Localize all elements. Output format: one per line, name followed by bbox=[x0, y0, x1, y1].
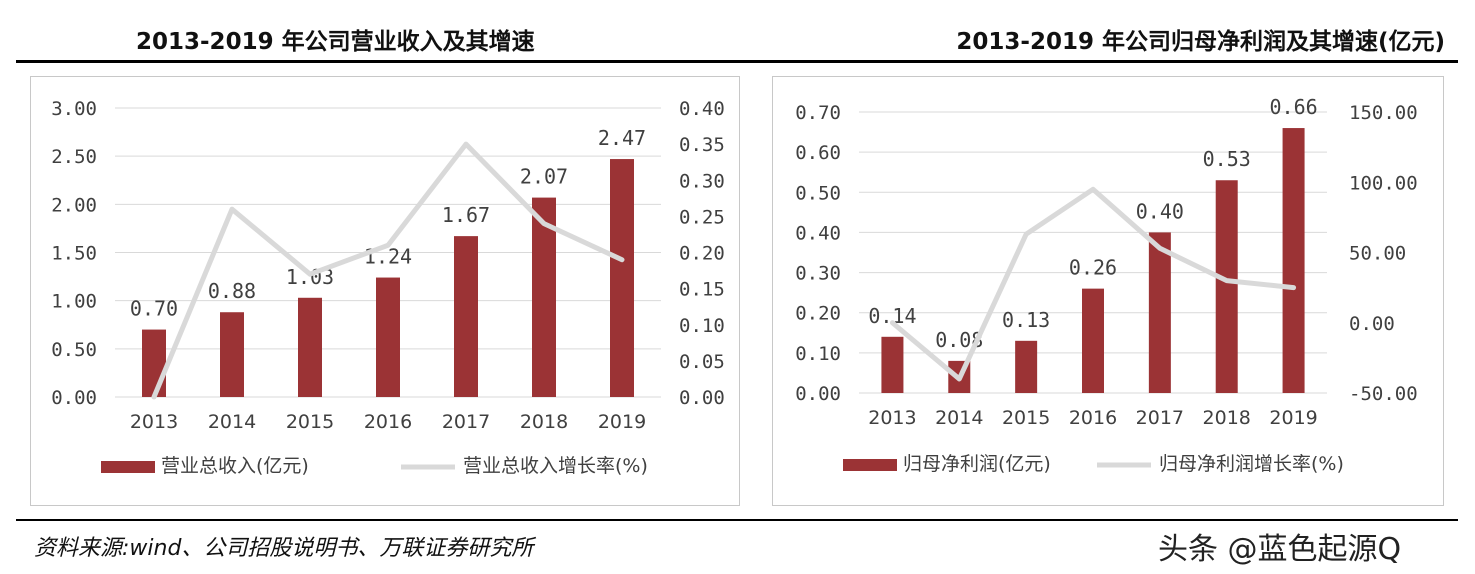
left-axis-tick: 0.20 bbox=[795, 303, 841, 325]
top-rule bbox=[16, 60, 1458, 63]
left-axis-tick: 0.00 bbox=[51, 387, 97, 409]
profit-bar bbox=[1282, 128, 1305, 394]
legend-line-label: 归母净利润增长率(%) bbox=[1159, 453, 1344, 475]
left-chart-title: 2013-2019 年公司营业收入及其增速 bbox=[136, 29, 535, 55]
legend-bar-swatch bbox=[843, 459, 897, 471]
category-label: 2016 bbox=[1069, 407, 1117, 429]
profit-bar-label: 0.26 bbox=[1069, 256, 1117, 280]
revenue-bar bbox=[142, 329, 166, 397]
left-axis-tick: 0.60 bbox=[795, 142, 841, 164]
revenue-bar-label: 0.88 bbox=[208, 279, 256, 303]
category-label: 2013 bbox=[130, 411, 178, 433]
profit-bar bbox=[1215, 180, 1238, 393]
revenue-bar-label: 2.47 bbox=[598, 126, 646, 150]
right-axis-tick: 0.20 bbox=[679, 243, 725, 265]
profit-bar-label: 0.53 bbox=[1203, 147, 1251, 171]
category-label: 2017 bbox=[1136, 407, 1184, 429]
revenue-bar-label: 2.07 bbox=[520, 165, 568, 189]
right-axis-tick: 50.00 bbox=[1349, 243, 1406, 265]
right-axis-tick: 0.00 bbox=[1349, 313, 1395, 335]
net-profit-chart: 0.00 0.10 0.20 0.30 0.40 0.50 0.60 0.70 -50.00 0.… bbox=[795, 95, 1418, 475]
right-axis-tick: 0.35 bbox=[679, 134, 725, 156]
profit-bar bbox=[1148, 232, 1171, 393]
left-axis-tick: 2.00 bbox=[51, 194, 97, 216]
net-profit-chart-panel: 0.00 0.10 0.20 0.30 0.40 0.50 0.60 0.70 -50.00 0.… bbox=[772, 76, 1444, 506]
right-axis-tick: 0.30 bbox=[679, 170, 725, 192]
revenue-bar-label: 0.70 bbox=[130, 297, 178, 321]
left-axis-tick: 3.00 bbox=[51, 98, 97, 120]
legend-bar-swatch bbox=[101, 461, 155, 473]
bottom-rule bbox=[16, 519, 1458, 521]
right-axis-tick: 0.15 bbox=[679, 279, 725, 301]
revenue-bar bbox=[454, 236, 478, 397]
revenue-chart-panel: 0.00 0.50 1.00 1.50 2.00 2.50 3.00 0.00 0.05 0.10… bbox=[30, 76, 740, 506]
category-label: 2014 bbox=[208, 411, 256, 433]
category-label: 2019 bbox=[598, 411, 646, 433]
right-axis-tick: 100.00 bbox=[1349, 172, 1418, 194]
profit-bar bbox=[881, 336, 904, 393]
category-label: 2018 bbox=[520, 411, 568, 433]
left-axis-tick: 2.50 bbox=[51, 146, 97, 168]
right-axis-tick: 0.00 bbox=[679, 387, 725, 409]
revenue-bar bbox=[610, 159, 634, 397]
legend-bar-label: 归母净利润(亿元) bbox=[903, 453, 1051, 475]
right-axis-tick: 150.00 bbox=[1349, 102, 1418, 124]
left-axis-tick: 0.50 bbox=[51, 339, 97, 361]
source-note: 资料来源:wind、公司招股说明书、万联证券研究所 bbox=[34, 536, 534, 561]
right-axis-tick: 0.10 bbox=[679, 315, 725, 337]
legend-bar-label: 营业总收入(亿元) bbox=[161, 455, 309, 477]
category-label: 2013 bbox=[868, 407, 916, 429]
left-axis-tick: 0.50 bbox=[795, 182, 841, 204]
left-axis-tick: 0.00 bbox=[795, 383, 841, 405]
profit-growth-line bbox=[889, 186, 1297, 382]
category-label: 2014 bbox=[935, 407, 983, 429]
category-label: 2015 bbox=[286, 411, 334, 433]
right-chart-title: 2013-2019 年公司归母净利润及其增速(亿元) bbox=[956, 29, 1445, 55]
revenue-growth-line bbox=[151, 141, 625, 400]
profit-bar bbox=[1082, 288, 1104, 393]
legend-line-label: 营业总收入增长率(%) bbox=[463, 455, 648, 477]
left-axis-tick: 0.40 bbox=[795, 222, 841, 244]
left-axis-tick: 1.00 bbox=[51, 291, 97, 313]
profit-bar-label: 0.66 bbox=[1269, 95, 1317, 119]
category-label: 2015 bbox=[1002, 407, 1050, 429]
revenue-bar bbox=[298, 297, 322, 397]
revenue-chart: 0.00 0.50 1.00 1.50 2.00 2.50 3.00 0.00 0.05 0.10… bbox=[51, 98, 725, 477]
left-axis-tick: 0.70 bbox=[795, 102, 841, 124]
right-axis-tick: 0.05 bbox=[679, 351, 725, 373]
profit-bar bbox=[1015, 340, 1038, 393]
left-axis-tick: 0.30 bbox=[795, 263, 841, 285]
left-axis-tick: 0.10 bbox=[795, 343, 841, 365]
category-label: 2019 bbox=[1269, 407, 1317, 429]
revenue-bar bbox=[376, 277, 400, 397]
profit-bar-label: 0.13 bbox=[1002, 308, 1050, 332]
watermark: 头条 @蓝色起源Q bbox=[1158, 532, 1402, 567]
revenue-bar bbox=[532, 197, 556, 397]
revenue-bar-label: 1.24 bbox=[364, 245, 412, 269]
right-axis-tick: 0.25 bbox=[679, 206, 725, 228]
category-label: 2017 bbox=[442, 411, 490, 433]
revenue-bar-label: 1.67 bbox=[442, 203, 490, 227]
left-axis-tick: 1.50 bbox=[51, 243, 97, 265]
right-axis-tick: 0.40 bbox=[679, 98, 725, 120]
revenue-bar bbox=[220, 312, 244, 397]
right-axis-tick: -50.00 bbox=[1349, 383, 1418, 405]
profit-bar-label: 0.40 bbox=[1136, 199, 1184, 223]
category-label: 2018 bbox=[1203, 407, 1251, 429]
category-label: 2016 bbox=[364, 411, 412, 433]
